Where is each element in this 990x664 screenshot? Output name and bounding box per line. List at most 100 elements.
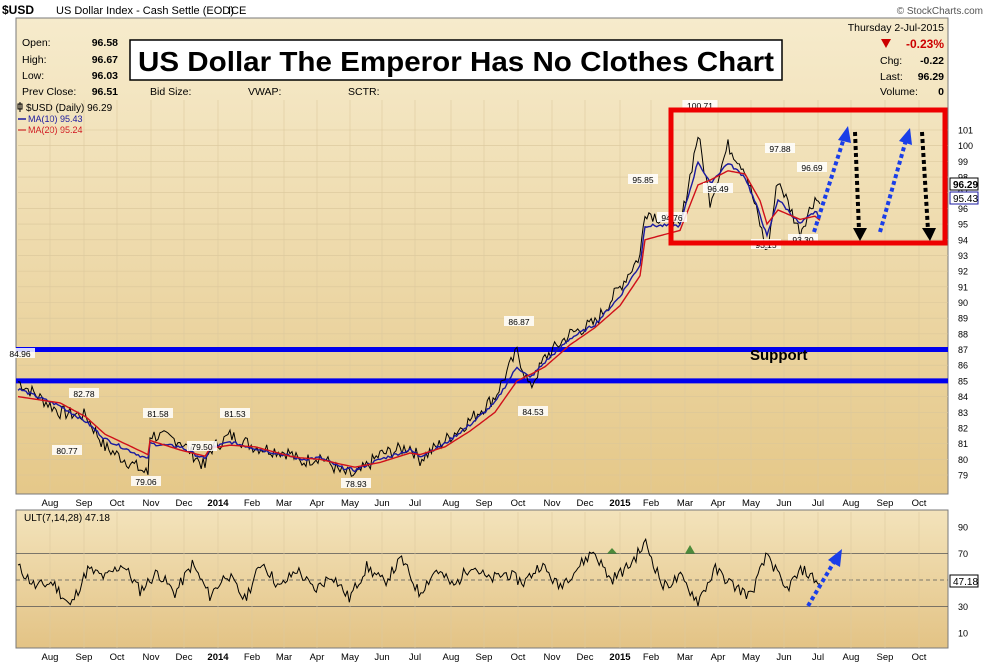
stat-last-value: 96.29 xyxy=(918,71,944,83)
x-tick-label: Feb xyxy=(643,498,659,509)
header-watermark: © StockCharts.com xyxy=(897,6,983,17)
price-tick-label: 91 xyxy=(958,282,968,292)
stat-low-label: Low: xyxy=(22,70,44,82)
stat-volume-label: Volume: xyxy=(880,86,918,98)
annotation-bg xyxy=(703,183,733,193)
x-tick-label: Dec xyxy=(176,498,193,509)
chart-title: US Dollar The Emperor Has No Clothes Cha… xyxy=(138,46,774,77)
legend-price: $USD (Daily) 96.29 xyxy=(26,103,113,114)
osc-tick-label: 30 xyxy=(958,602,968,612)
x-tick-label-bottom: Nov xyxy=(544,652,561,663)
stat-chg-label: Chg: xyxy=(880,55,902,67)
stat-last-label: Last: xyxy=(880,71,903,83)
x-tick-label-bottom: Oct xyxy=(912,652,927,663)
annotation-bg xyxy=(504,316,534,326)
osc-overbought-fill xyxy=(685,545,695,554)
annotation-bg xyxy=(131,476,161,486)
price-tick-label: 93 xyxy=(958,251,968,261)
x-tick-label-bottom: 2014 xyxy=(207,652,229,663)
x-tick-label: Sep xyxy=(476,498,493,509)
x-tick-label-bottom: Oct xyxy=(511,652,526,663)
x-tick-label-bottom: Aug xyxy=(42,652,59,663)
price-tick-label: 89 xyxy=(958,314,968,324)
x-tick-label-bottom: Nov xyxy=(143,652,160,663)
price-tick-label: 90 xyxy=(958,298,968,308)
x-tick-label-bottom: Feb xyxy=(643,652,659,663)
x-tick-label-bottom: Mar xyxy=(677,652,693,663)
x-tick-label-bottom: Aug xyxy=(443,652,460,663)
x-tick-label: Feb xyxy=(244,498,260,509)
stat-bidsize-label: Bid Size: xyxy=(150,86,191,98)
osc-badge-box xyxy=(949,574,979,588)
annotation-label: 100.71 xyxy=(687,101,713,111)
annotation-label: 81.53 xyxy=(224,409,246,419)
x-tick-label-bottom: Jun xyxy=(776,652,791,663)
x-tick-label-bottom: Oct xyxy=(110,652,125,663)
stat-prevclose-value: 96.51 xyxy=(92,86,118,98)
arrow-down-1-head xyxy=(853,228,867,241)
x-tick-label: Dec xyxy=(577,498,594,509)
price-tick-label: 99 xyxy=(958,157,968,167)
annotation-label: 79.50 xyxy=(191,442,213,452)
annotation-label: 84.53 xyxy=(522,407,544,417)
annotation-label: 96.69 xyxy=(801,163,823,173)
x-tick-label: Jul xyxy=(409,498,421,509)
x-tick-label: Sep xyxy=(76,498,93,509)
annotation-bg xyxy=(797,162,827,172)
annotation-bg xyxy=(628,174,658,184)
price-tick-label: 92 xyxy=(958,267,968,277)
x-tick-label-bottom: Feb xyxy=(244,652,260,663)
x-tick-label: Apr xyxy=(711,498,726,509)
annotation-bg xyxy=(143,408,173,418)
x-tick-label: Mar xyxy=(276,498,292,509)
price-tick-label: 96 xyxy=(958,204,968,214)
annotation-bg xyxy=(518,406,548,416)
x-tick-label: Jun xyxy=(776,498,791,509)
x-tick-label: Jun xyxy=(374,498,389,509)
price-series xyxy=(17,136,821,477)
x-axis-bottom: Aug Sep Oct Nov Dec 2014 Feb Mar Apr May Jun Jul Aug… xyxy=(42,652,927,663)
price-tick-label: 100 xyxy=(958,141,973,151)
osc-badge: 47.18 xyxy=(953,577,978,588)
header-date: Thursday 2-Jul-2015 xyxy=(848,22,944,34)
x-tick-label: Sep xyxy=(877,498,894,509)
x-tick-label-bottom: Mar xyxy=(276,652,292,663)
x-tick-label-bottom: Dec xyxy=(577,652,594,663)
osc-overbought-fill xyxy=(607,548,617,554)
price-badge-box xyxy=(949,177,979,191)
arrow-down-1 xyxy=(853,131,861,231)
stat-low-value: 96.03 xyxy=(92,70,118,82)
x-tick-label-bottom: Dec xyxy=(176,652,193,663)
price-tick-label: 84 xyxy=(958,392,968,402)
price-tick-label: 80 xyxy=(958,455,968,465)
price-badge-last: 96.29 xyxy=(953,180,978,191)
x-tick-label-bottom: Jun xyxy=(374,652,389,663)
price-grid xyxy=(18,100,948,493)
annotation-bg xyxy=(69,388,99,398)
annotation-label: 80.77 xyxy=(56,446,78,456)
price-tick-label: 82 xyxy=(958,423,968,433)
x-tick-label: Nov xyxy=(544,498,561,509)
annotation-bg xyxy=(682,100,718,110)
annotation-bg xyxy=(341,478,371,488)
support-lines xyxy=(16,347,948,384)
annotation-label: 86.87 xyxy=(508,317,530,327)
series-line-1 xyxy=(17,160,821,473)
x-tick-label-bottom: Sep xyxy=(76,652,93,663)
projection-arrows xyxy=(812,126,936,241)
price-tick-label: 81 xyxy=(958,439,968,449)
price-tick-label: 83 xyxy=(958,408,968,418)
series-line-2 xyxy=(17,170,821,468)
header-symbol: $USD xyxy=(2,3,34,17)
stat-open-label: Open: xyxy=(22,37,51,49)
price-tick-label: 101 xyxy=(958,126,973,136)
header-name: US Dollar Index - Cash Settle (EOD) xyxy=(56,5,234,17)
x-tick-label: 2014 xyxy=(207,498,229,509)
x-tick-label-bottom: Jul xyxy=(812,652,824,663)
x-tick-label: Jul xyxy=(812,498,824,509)
stats-left: Open: 96.58 High: 96.67 Low: 96.03 Prev … xyxy=(22,37,118,98)
arrow-up-2 xyxy=(878,139,908,233)
x-tick-label: 2015 xyxy=(609,498,631,509)
